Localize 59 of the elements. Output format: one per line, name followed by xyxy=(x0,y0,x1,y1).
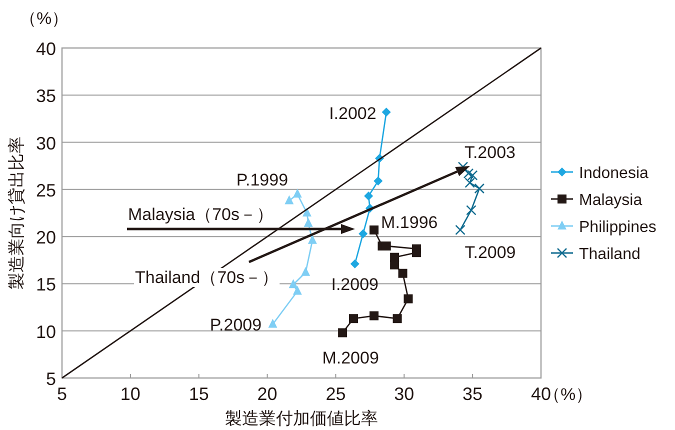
legend-label: Philippines xyxy=(579,219,656,236)
x-tick-label: 25 xyxy=(326,384,346,404)
legend-label: Indonesia xyxy=(579,165,648,182)
x-tick-label: 15 xyxy=(188,384,209,404)
point xyxy=(350,259,360,268)
point xyxy=(374,176,383,186)
text: （%） xyxy=(19,9,69,28)
y-tick-label: 35 xyxy=(36,86,56,106)
x-axis-title: 製造業付加価値比率 xyxy=(225,409,378,428)
annotation: P.2009 xyxy=(210,315,262,334)
point xyxy=(304,218,313,227)
y-tick-label: 20 xyxy=(36,228,56,248)
annotation: T.2003 xyxy=(464,142,516,162)
annotation: Thailand（70s－） xyxy=(135,268,279,287)
point xyxy=(474,183,485,194)
annotation: P.1999 xyxy=(236,170,288,190)
x-tick-label: 30 xyxy=(394,384,414,404)
point xyxy=(338,328,348,338)
point xyxy=(398,268,408,278)
legend-label: Thailand xyxy=(579,246,640,263)
annotation: M.2009 xyxy=(322,348,379,368)
point xyxy=(292,286,302,295)
point xyxy=(292,188,302,198)
point xyxy=(404,294,413,304)
annotation: T.2009 xyxy=(464,242,516,262)
y-tick-label: 30 xyxy=(36,133,56,154)
point xyxy=(302,208,312,216)
point xyxy=(288,279,298,288)
point xyxy=(308,234,317,244)
y-tick-label: 15 xyxy=(36,274,56,295)
annotation: I.2009 xyxy=(331,274,379,294)
y-axis-title: 製造業向け貸出比率 xyxy=(7,136,26,290)
y-tick-label: 25 xyxy=(36,180,56,200)
y-tick-label: 40 xyxy=(36,39,56,59)
x-tick-label: 10 xyxy=(120,384,140,404)
point xyxy=(284,195,294,204)
point xyxy=(370,225,379,234)
x-tick-label: 40 xyxy=(530,384,552,404)
point xyxy=(370,311,379,320)
annotation: Malaysia（70s－） xyxy=(128,205,274,224)
annotation: M.1996 xyxy=(381,212,438,232)
point xyxy=(455,224,466,236)
annotation: I.2002 xyxy=(329,104,376,124)
y-tick-label: 10 xyxy=(36,322,56,342)
point xyxy=(349,314,358,324)
x-tick-label: 35 xyxy=(462,384,483,404)
point xyxy=(382,108,391,117)
point xyxy=(268,318,278,328)
y-tick-label: 5 xyxy=(46,369,56,389)
point xyxy=(301,266,310,276)
point xyxy=(466,205,476,216)
x-tick-label: 20 xyxy=(257,384,278,404)
legend-label: Malaysia xyxy=(579,192,642,209)
point xyxy=(390,260,400,270)
point xyxy=(412,248,421,258)
point xyxy=(458,162,468,172)
point xyxy=(358,229,368,238)
point xyxy=(392,314,402,324)
point xyxy=(364,192,374,201)
